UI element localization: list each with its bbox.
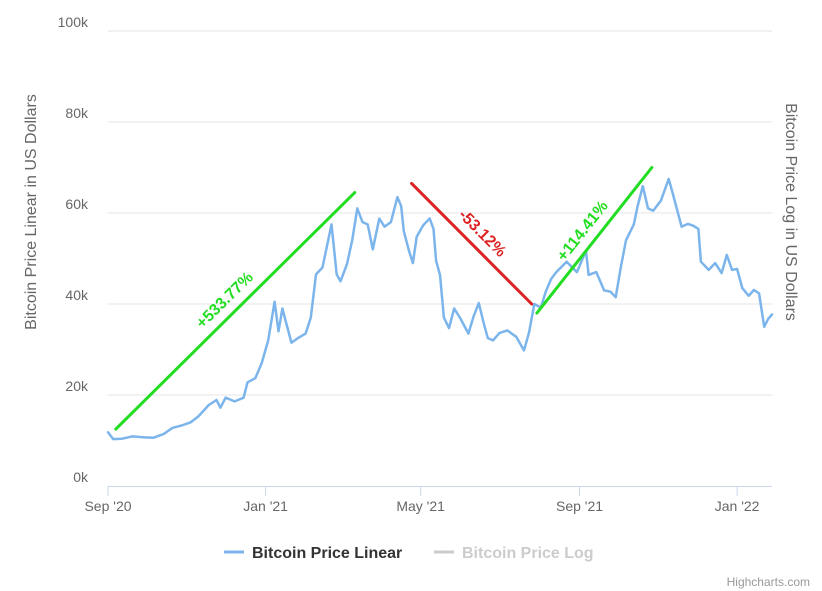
annotation-line-0 [114,191,357,431]
y-tick-label: 0k [73,469,89,485]
credits-link[interactable]: Highcharts.com [727,575,810,589]
y-axis-ticks: 0k 20k 40k 60k 80k 100k [58,14,89,485]
series-line-bitcoin-price-linear [106,177,774,441]
x-tick-label: Jan '21 [243,498,288,514]
y-tick-label: 100k [58,14,89,30]
x-tick-label: Jan '22 [715,498,760,514]
y-tick-label: 80k [65,105,89,121]
x-axis: Sep '20 Jan '21 May '21 Sep '21 Jan '22 [84,486,772,514]
legend-item-linear[interactable]: Bitcoin Price Linear [224,545,402,562]
legend-label-log: Bitcoin Price Log [462,545,594,562]
y-axis-title-right: Bitcoin Price Log in US Dollars [782,103,799,321]
y-tick-label: 40k [65,287,89,303]
x-tick-label: Sep '20 [84,498,131,514]
y-tick-label: 60k [65,196,89,212]
y-tick-label: 20k [65,378,89,394]
annotation-line-2 [535,166,654,315]
x-tick-label: Sep '21 [556,498,603,514]
legend: Bitcoin Price Linear Bitcoin Price Log [224,545,594,562]
legend-label-linear: Bitcoin Price Linear [252,545,402,562]
x-tick-label: May '21 [396,498,445,514]
y-axis-title: Bitcoin Price Linear in US Dollars [23,94,40,330]
legend-item-log[interactable]: Bitcoin Price Log [434,545,594,562]
annotation-line-1 [410,181,534,306]
